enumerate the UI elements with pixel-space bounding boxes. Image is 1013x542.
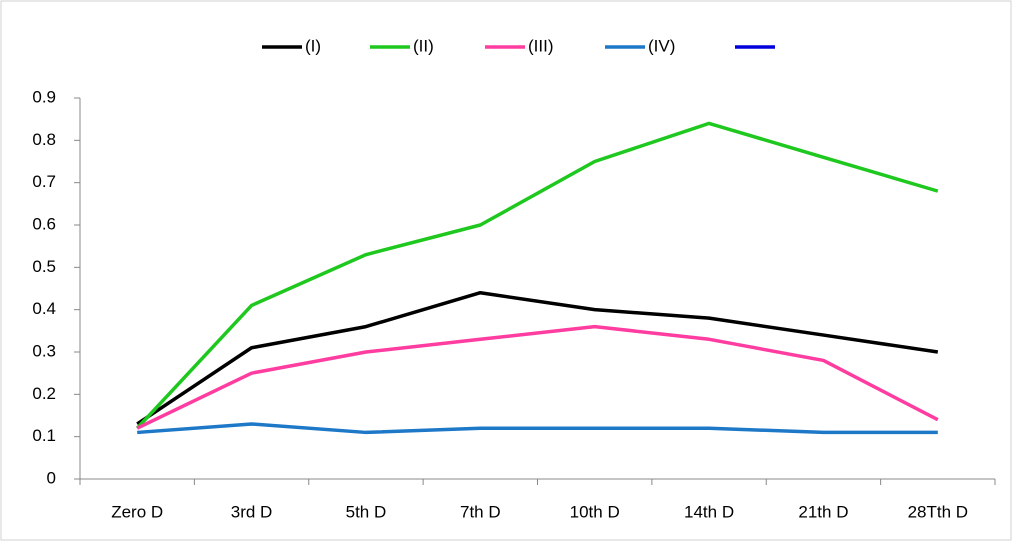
legend-label: (IV) — [648, 36, 675, 55]
x-tick-label: 7th D — [460, 502, 501, 521]
y-tick-label: 0.8 — [32, 130, 56, 149]
y-tick-label: 0.3 — [32, 341, 56, 360]
x-tick-label: 3rd D — [231, 502, 273, 521]
x-tick-label: Zero D — [111, 502, 163, 521]
x-tick-label: 14th D — [684, 502, 734, 521]
y-tick-label: 0.5 — [32, 257, 56, 276]
y-tick-label: 0.4 — [32, 299, 56, 318]
data-line — [136, 290, 939, 426]
legend-label: (II) — [413, 36, 434, 55]
y-tick-label: 0.1 — [32, 426, 56, 445]
x-tick-label: 10th D — [570, 502, 620, 521]
data-line — [136, 324, 939, 430]
x-tick-label: 5th D — [346, 502, 387, 521]
y-tick-label: 0 — [47, 468, 56, 487]
legend-label: (I) — [305, 36, 321, 55]
legend-label: (III) — [528, 36, 554, 55]
y-tick-label: 0.6 — [32, 214, 56, 233]
x-tick-label: 21th D — [798, 502, 848, 521]
data-line — [135, 121, 939, 430]
y-tick-label: 0.2 — [32, 384, 56, 403]
y-tick-label: 0.7 — [32, 172, 56, 191]
data-line — [137, 422, 938, 435]
x-tick-label: 28Tth D — [908, 502, 968, 521]
y-tick-label: 0.9 — [32, 87, 56, 106]
